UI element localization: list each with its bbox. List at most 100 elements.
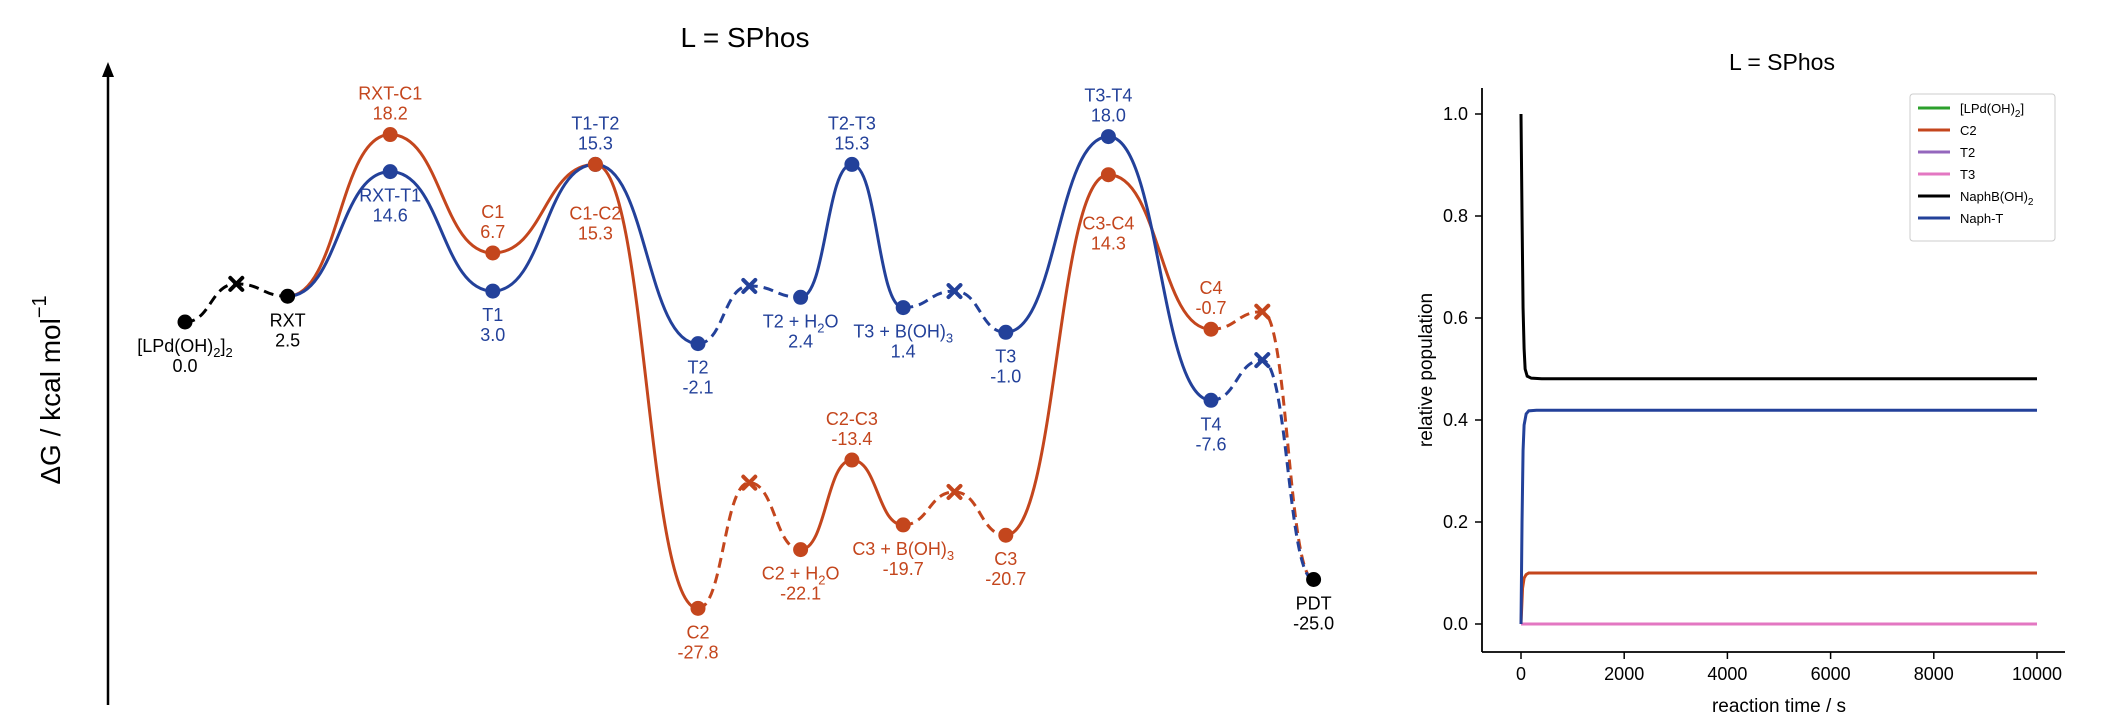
energy-value-c1-c2: 15.3	[578, 223, 613, 243]
energy-label-c3boh: C3 + B(OH)3	[852, 539, 954, 563]
energy-label-c1-c2: C1-C2	[569, 203, 621, 223]
energy-label-t1-t2: T1-T2	[571, 113, 619, 133]
energy-value-pdt: -25.0	[1293, 614, 1334, 634]
energy-label-t3: T3	[995, 346, 1016, 366]
kinetics-series-naphb-oh-2	[1519, 113, 2037, 381]
energy-path-blue-t1-to-t1-t2	[492, 162, 596, 293]
energy-value-t3boh: 1.4	[891, 342, 916, 362]
energy-label-rxt-t1: RXT-T1	[359, 186, 421, 206]
energy-label-rxt: RXT	[270, 310, 306, 330]
energy-label-c2: C2	[686, 622, 709, 642]
energy-value-t4: -7.6	[1195, 434, 1226, 454]
energy-value-t1: 3.0	[480, 325, 505, 345]
legend-label-c2: C2	[1960, 123, 1977, 138]
svg-text:ΔG / kcal mol−1: ΔG / kcal mol−1	[29, 295, 66, 484]
kinetics-series-c2	[1519, 571, 2037, 625]
energy-label-t4: T4	[1200, 414, 1221, 434]
energy-point-c2-c3	[844, 452, 860, 468]
energy-label-pdt: PDT	[1296, 594, 1332, 614]
kinetics-y-tick-label-0.8: 0.8	[1443, 206, 1468, 226]
legend-label-naphb-oh-2: NaphB(OH)2	[1960, 189, 2034, 208]
energy-point-t3-t4	[1100, 129, 1116, 145]
kinetics-y-tick-label-0.0: 0.0	[1443, 614, 1468, 634]
energy-point-c2	[690, 600, 706, 616]
energy-value-t3: -1.0	[990, 366, 1021, 386]
energy-label-t1: T1	[482, 305, 503, 325]
energy-point-t1	[485, 283, 501, 299]
kinetics-y-tick-label-0.6: 0.6	[1443, 308, 1468, 328]
energy-path-orange-c3boh-to-c3	[903, 490, 1006, 537]
energy-label-t2: T2	[687, 358, 708, 378]
energy-value-rxt-c1: 18.2	[373, 104, 408, 124]
kinetics-panel: L = SPhos 0 2000 4000 6000 8000 10000 0.0 0.2 0.…	[1416, 49, 2065, 717]
kinetics-y-tick-label-0.2: 0.2	[1443, 512, 1468, 532]
energy-point-cat	[177, 314, 193, 330]
energy-point-rxt-t1	[382, 164, 398, 180]
energy-y-axis-label: ΔG / kcal mol−1	[29, 295, 66, 484]
kinetics-legend: [LPd(OH)2] C2 T2 T3 NaphB(OH)2 Naph-T	[1909, 93, 2056, 242]
energy-path-blue-t2-to-t2h2o	[697, 284, 801, 346]
energy-y-label-superscript: −1	[29, 295, 51, 318]
kinetics-y-label: relative population	[1416, 293, 1437, 447]
energy-label-c3: C3	[994, 549, 1017, 569]
energy-path-orange-rxt-c1-to-c1	[390, 133, 493, 255]
energy-crossing-2	[946, 283, 963, 300]
energy-path-blue-t3-to-t3-t4	[1005, 135, 1109, 334]
energy-path-orange-c2-c3-to-c3boh	[851, 458, 904, 527]
energy-path-orange-c3-to-c3-c4	[1005, 173, 1109, 537]
energy-point-c4	[1203, 321, 1219, 337]
kinetics-x-tick-label-0: 0	[1516, 664, 1526, 684]
energy-point-t2	[690, 336, 706, 352]
kinetics-series-naph-t	[1519, 408, 2037, 625]
energy-value-t1-t2: 15.3	[578, 133, 613, 153]
energy-value-t3-t4: 18.0	[1091, 106, 1126, 126]
energy-path-blue-rxt-to-rxt-t1	[287, 170, 391, 298]
energy-path-blue-t2h2o-to-t2-t3	[800, 162, 853, 299]
energy-label-rxt-c1: RXT-C1	[358, 84, 422, 104]
energy-label-c2h2o: C2 + H2O	[762, 564, 840, 588]
energy-path-blue-t3-t4-to-t4	[1108, 135, 1212, 402]
energy-path-blue-t1-t2-to-t2	[595, 162, 699, 346]
energy-value-c4: -0.7	[1195, 298, 1226, 318]
energy-point-c1	[485, 245, 501, 261]
energy-profile-panel: L = SPhos ΔG / kcal mol−1 [LPd(OH)2]20.0…	[29, 22, 1334, 705]
kinetics-legend-items: [LPd(OH)2] C2 T2 T3 NaphB(OH)2 Naph-T	[1918, 101, 2034, 226]
energy-label-c2-c3: C2-C3	[826, 409, 878, 429]
kinetics-x-tick-label-6000: 6000	[1811, 664, 1851, 684]
energy-profile-title: L = SPhos	[681, 22, 810, 53]
kinetics-title: L = SPhos	[1729, 49, 1835, 75]
energy-paths	[184, 133, 1315, 610]
energy-label-t3boh: T3 + B(OH)3	[853, 322, 953, 346]
legend-label-t3: T3	[1960, 167, 1975, 182]
energy-value-c2: -27.8	[677, 642, 718, 662]
energy-point-c1-c2	[587, 156, 603, 172]
energy-path-orange-c2-to-c2h2o	[697, 481, 801, 610]
energy-crossing-5	[1254, 303, 1271, 320]
legend-label-naph-t: Naph-T	[1960, 211, 2003, 226]
energy-crossing-0	[228, 275, 245, 292]
energy-value-t2h2o: 2.4	[788, 331, 813, 351]
energy-points	[177, 127, 1322, 616]
energy-value-rxt-t1: 14.6	[373, 206, 408, 226]
kinetics-y-tick-label-1.0: 1.0	[1443, 104, 1468, 124]
energy-path-orange-c1-c2-to-c2	[595, 162, 699, 610]
kinetics-x-tick-label-8000: 8000	[1914, 664, 1954, 684]
energy-value-rxt: 2.5	[275, 330, 300, 350]
kinetics-ticks: 0 2000 4000 6000 8000 10000 0.0 0.2 0.4 0.6 0.8 1.0	[1443, 104, 2062, 684]
energy-value-c3: -20.7	[985, 569, 1026, 589]
energy-label-cat: [LPd(OH)2]2	[137, 336, 233, 360]
energy-label-c3-c4: C3-C4	[1082, 214, 1134, 234]
energy-value-c2h2o: -22.1	[780, 584, 821, 604]
energy-value-c1: 6.7	[480, 222, 505, 242]
energy-label-t3-t4: T3-T4	[1084, 86, 1132, 106]
energy-axis-arrowhead	[102, 62, 114, 77]
kinetics-x-tick-label-4000: 4000	[1707, 664, 1747, 684]
energy-value-c2-c3: -13.4	[831, 429, 872, 449]
energy-value-c3-c4: 14.3	[1091, 234, 1126, 254]
energy-point-c3-c4	[1100, 167, 1116, 183]
kinetics-x-label: reaction time / s	[1712, 696, 1846, 717]
energy-path-orange-c2h2o-to-c2-c3	[800, 458, 853, 552]
energy-crossing-4	[946, 483, 963, 500]
